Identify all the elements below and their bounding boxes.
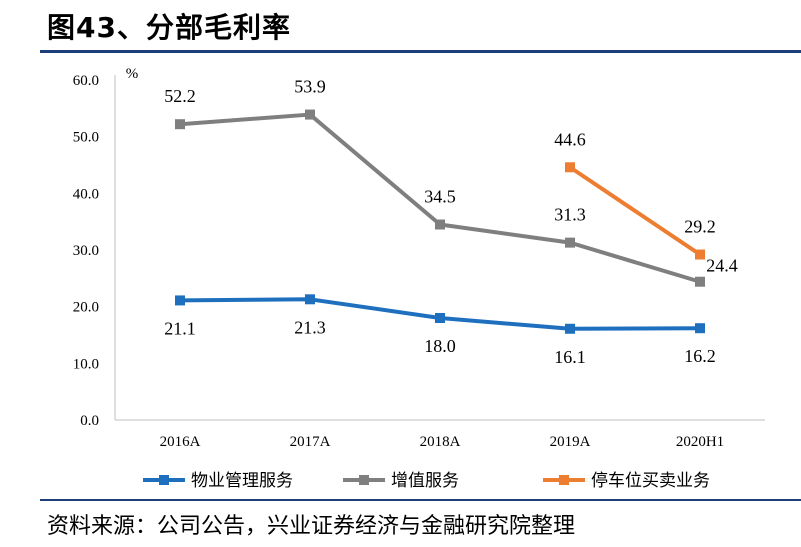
title-rule (40, 50, 801, 53)
data-label: 34.5 (424, 187, 456, 207)
y-tick-label: 0.0 (80, 413, 99, 429)
data-label: 44.6 (554, 129, 586, 149)
y-tick-label: 10.0 (73, 356, 99, 372)
data-label: 29.2 (684, 217, 716, 237)
data-label: 53.9 (294, 77, 326, 97)
legend-label: 增值服务 (391, 471, 459, 491)
y-tick-label: 60.0 (73, 73, 99, 89)
series-marker (565, 162, 575, 173)
x-tick-label: 2019A (550, 434, 591, 450)
legend-label: 停车位买卖业务 (591, 471, 710, 491)
data-label: 31.3 (554, 205, 586, 225)
data-label: 16.2 (684, 346, 716, 366)
figure-title: 图43、分部毛利率 (47, 11, 291, 44)
y-unit-label: % (126, 66, 139, 82)
x-tick-label: 2018A (420, 434, 461, 450)
legend-swatch-marker (359, 475, 369, 485)
y-tick-label: 20.0 (73, 300, 99, 316)
source-note: 资料来源：公司公告，兴业证券经济与金融研究院整理 (47, 514, 576, 539)
line-chart: 0.0 10.0 20.0 30.0 40.0 50.0 60.0 % 2016A 2017A 20… (73, 66, 765, 491)
legend-swatch-marker (559, 475, 569, 485)
series-marker (435, 219, 445, 230)
x-tick-label: 2020H1 (676, 434, 724, 450)
series-marker (175, 119, 185, 130)
chart-series (175, 109, 705, 334)
series-marker (695, 249, 705, 260)
series-marker (695, 323, 705, 334)
series-marker (565, 237, 575, 248)
series-marker (695, 276, 705, 287)
source-rule (40, 499, 801, 501)
chart-data-labels: 21.1 21.3 18.0 16.1 16.2 52.2 53.9 34.5 31.3 24.4… (164, 77, 738, 367)
data-label: 24.4 (706, 256, 738, 276)
series-marker (305, 294, 315, 305)
x-tick-label: 2017A (290, 434, 331, 450)
legend-swatch-marker (159, 475, 169, 485)
data-label: 52.2 (164, 86, 196, 106)
y-tick-label: 40.0 (73, 186, 99, 202)
y-tick-label: 50.0 (73, 130, 99, 146)
series-marker (565, 323, 575, 334)
series-line (568, 165, 702, 257)
chart-legend: 物业管理服务 增值服务 停车位买卖业务 (143, 471, 710, 491)
legend-label: 物业管理服务 (191, 471, 293, 491)
series-marker (305, 109, 315, 120)
y-tick-label: 30.0 (73, 243, 99, 259)
series-marker (175, 295, 185, 306)
x-tick-label: 2016A (160, 434, 201, 450)
data-label: 16.1 (554, 347, 586, 367)
chart-axes: 0.0 10.0 20.0 30.0 40.0 50.0 60.0 % 2016A 2017A 20… (73, 66, 765, 450)
data-label: 18.0 (424, 336, 456, 356)
data-label: 21.3 (294, 317, 326, 337)
data-label: 21.1 (164, 318, 196, 338)
series-marker (435, 313, 445, 323)
